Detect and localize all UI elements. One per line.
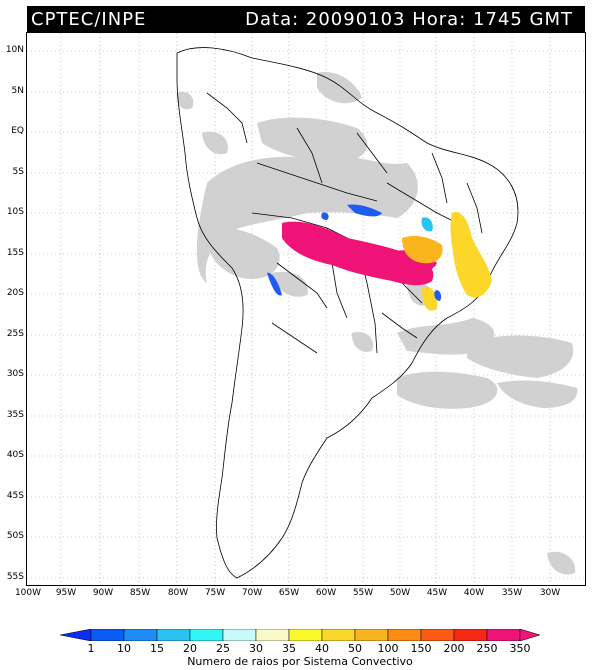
- lat-label: 5S: [12, 167, 24, 177]
- convective-systems: [267, 204, 492, 311]
- lat-label: 55S: [6, 572, 24, 582]
- source-label: CPTEC/INPE: [31, 9, 147, 30]
- colorbar: [60, 629, 540, 641]
- lon-label: 35W: [501, 588, 523, 598]
- lon-label: 70W: [241, 588, 263, 598]
- storm-system-blue-1: [347, 204, 382, 217]
- map-canvas: [27, 33, 585, 585]
- colorbar-cell: [288, 629, 323, 641]
- lon-label: 90W: [92, 588, 114, 598]
- colorbar-cell: [90, 629, 125, 641]
- lat-label: 10N: [5, 45, 24, 55]
- lat-label: EQ: [11, 126, 24, 136]
- storm-system-blue-3: [321, 212, 329, 220]
- colorbar-label: 150: [410, 642, 432, 655]
- lat-label: 45S: [6, 491, 24, 501]
- colorbar-cell: [255, 629, 290, 641]
- colorbar-cell: [321, 629, 356, 641]
- storm-system-yellow: [450, 212, 492, 298]
- colorbar-label: 25: [216, 642, 230, 655]
- lat-label: 50S: [6, 531, 24, 541]
- colorbar-label: 250: [476, 642, 498, 655]
- colorbar-cell: [60, 629, 92, 641]
- lon-label: 60W: [315, 588, 337, 598]
- datetime-label: Data: 20090103 Hora: 1745 GMT: [245, 9, 573, 30]
- lon-label: 75W: [204, 588, 226, 598]
- lat-label: 35S: [6, 410, 24, 420]
- colorbar-cell: [222, 629, 257, 641]
- lon-label: 95W: [55, 588, 77, 598]
- colorbar-cell: [123, 629, 158, 641]
- lat-label: 15S: [6, 248, 24, 258]
- lon-label: 65W: [278, 588, 300, 598]
- colorbar-label: 1: [87, 642, 95, 655]
- storm-system-blue-4: [434, 290, 442, 301]
- cloud-cover: [176, 72, 578, 575]
- colorbar-cell: [156, 629, 191, 641]
- lon-label: 85W: [129, 588, 151, 598]
- colorbar-label: 10: [117, 642, 131, 655]
- colorbar-label: 100: [377, 642, 399, 655]
- colorbar-label: 15: [150, 642, 164, 655]
- colorbar-label: 50: [348, 642, 362, 655]
- lat-label: 5N: [11, 86, 24, 96]
- storm-system-cyan: [421, 217, 433, 232]
- colorbar-cell: [420, 629, 455, 641]
- map-area: [26, 32, 586, 586]
- colorbar-cell: [387, 629, 422, 641]
- lon-label: 80W: [167, 588, 189, 598]
- storm-system-blue-2: [267, 272, 282, 296]
- colorbar-label: 40: [315, 642, 329, 655]
- lon-label: 100W: [14, 588, 42, 598]
- lon-label: 30W: [539, 588, 561, 598]
- lat-label: 20S: [6, 288, 24, 298]
- colorbar-label: 20: [183, 642, 197, 655]
- map-header: CPTEC/INPE Data: 20090103 Hora: 1745 GMT: [27, 6, 585, 33]
- colorbar-label: 350: [509, 642, 531, 655]
- colorbar-cell: [354, 629, 389, 641]
- colorbar-cell: [453, 629, 488, 641]
- colorbar-cell: [486, 629, 521, 641]
- colorbar-label: 35: [282, 642, 296, 655]
- storm-system-magenta: [282, 221, 434, 286]
- colorbar-cell: [519, 629, 540, 641]
- colorbar-cell: [189, 629, 224, 641]
- lon-label: 55W: [352, 588, 374, 598]
- lon-label: 45W: [426, 588, 448, 598]
- graticule: [27, 33, 585, 585]
- storm-system-orange: [402, 235, 443, 264]
- lat-label: 10S: [6, 207, 24, 217]
- storm-system-yellow-2: [421, 286, 438, 311]
- lon-label: 40W: [463, 588, 485, 598]
- colorbar-title: Numero de raios por Sistema Convectivo: [187, 655, 413, 668]
- lat-label: 30S: [6, 369, 24, 379]
- lat-label: 25S: [6, 329, 24, 339]
- colorbar-label: 200: [443, 642, 465, 655]
- colorbar-label: 30: [249, 642, 263, 655]
- lat-label: 40S: [6, 450, 24, 460]
- lon-label: 50W: [389, 588, 411, 598]
